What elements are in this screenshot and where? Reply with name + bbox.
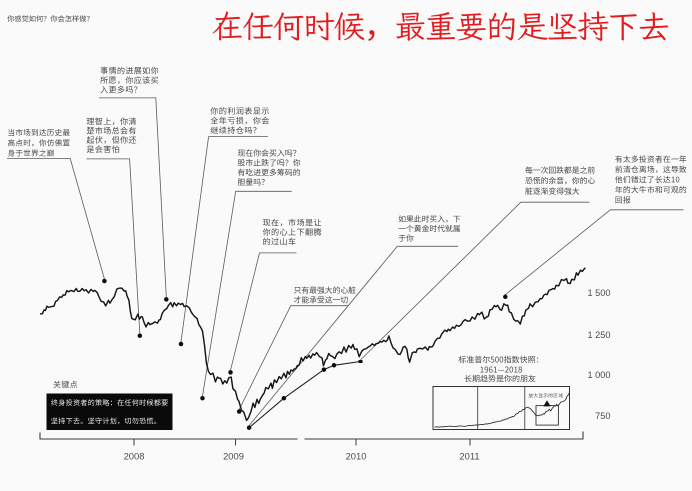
svg-text:2009: 2009 [223,451,244,462]
svg-text:1 000: 1 000 [588,370,611,380]
svg-text:2011: 2011 [459,451,479,462]
svg-text:2010: 2010 [346,451,367,462]
svg-text:2008: 2008 [124,451,145,462]
svg-text:1 500: 1 500 [588,288,611,298]
svg-text:750: 750 [595,411,610,421]
svg-text:1 250: 1 250 [588,330,611,340]
